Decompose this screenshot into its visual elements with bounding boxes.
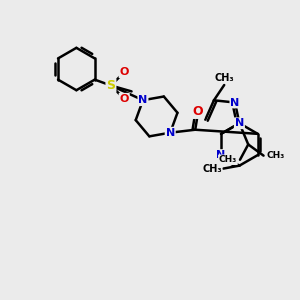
- Text: CH₃: CH₃: [202, 164, 222, 174]
- Text: CH₃: CH₃: [219, 155, 237, 164]
- Text: N: N: [216, 150, 226, 160]
- Text: CH₃: CH₃: [214, 73, 234, 82]
- Text: O: O: [119, 67, 129, 77]
- Text: S: S: [106, 79, 116, 92]
- Text: CH₃: CH₃: [266, 151, 285, 160]
- Text: O: O: [193, 105, 203, 118]
- Text: O: O: [119, 94, 129, 104]
- Text: N: N: [235, 118, 244, 128]
- Text: N: N: [230, 98, 240, 107]
- Text: N: N: [138, 95, 148, 105]
- Text: N: N: [166, 128, 175, 138]
